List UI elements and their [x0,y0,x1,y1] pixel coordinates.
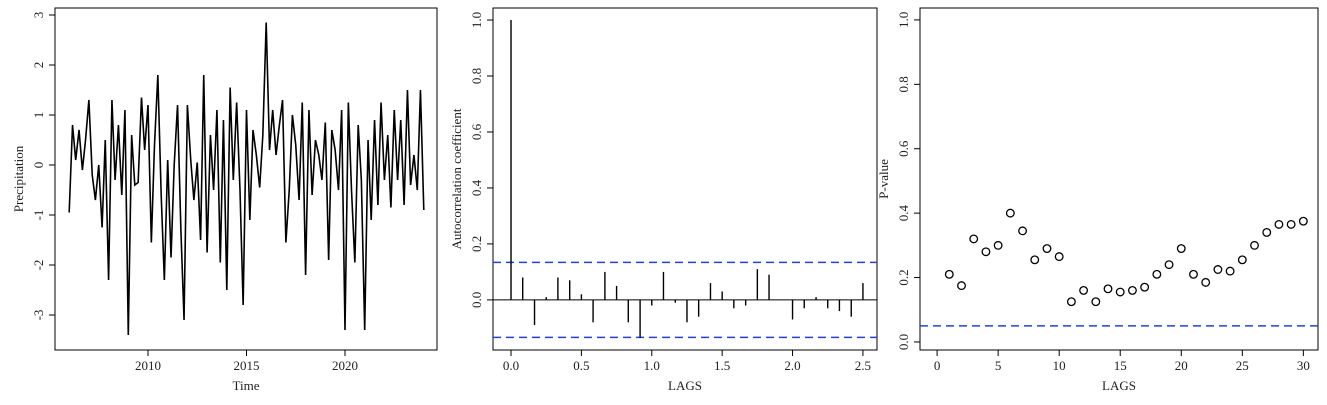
point [1262,228,1272,237]
y-tick-label: 0.8 [896,76,911,92]
x-tick-label: 2020 [332,358,358,373]
point [1237,255,1247,265]
point [1091,297,1101,307]
point [1030,255,1040,265]
y-tick-label: 0.8 [469,68,484,84]
point [1201,277,1211,287]
x-tick-label: 20 [1175,358,1188,373]
point [1298,216,1308,226]
y-tick-label: 0 [31,162,46,169]
y-tick-label: 1.0 [896,12,911,28]
y-tick-label: 0.4 [469,179,484,196]
point [1164,260,1174,270]
point [1225,266,1235,276]
point [1140,282,1150,292]
y-tick-label: 0.6 [469,123,484,140]
point [1250,240,1259,250]
point [1189,269,1198,279]
y-tick-label: -2 [31,260,46,271]
point [957,281,966,291]
x-tick-label: 5 [995,358,1002,373]
point [1042,244,1052,254]
x-tick-label: 2.0 [784,358,800,373]
point [969,234,979,244]
point [993,240,1003,250]
x-tick-label: 2015 [233,358,259,373]
point [981,247,991,257]
point [1176,244,1186,254]
series-line [68,22,425,336]
y-tick-label: 0.0 [469,292,484,308]
y-tick-label: 3 [31,12,46,19]
plot-frame [919,7,1319,351]
y-tick-label: 2 [31,62,46,69]
y-tick-label: 1.0 [469,12,484,28]
y-tick-label: 1 [31,112,46,119]
plot-frame [492,7,878,351]
x-tick-label: 2010 [135,358,161,373]
point [1152,269,1162,279]
y-tick-label: 0.2 [469,236,484,252]
point [944,269,954,279]
point [1066,297,1076,307]
x-axis-label: LAGS [668,378,702,393]
point [1103,284,1113,294]
x-tick-label: 0.5 [573,358,589,373]
y-tick-label: -1 [31,210,46,221]
point [1213,265,1223,274]
x-tick-label: 25 [1236,358,1249,373]
point [1079,285,1089,295]
y-tick-label: 0.6 [896,140,911,157]
y-axis-label: Precipitation [11,145,26,212]
x-axis-label: LAGS [1102,378,1136,393]
x-tick-label: 0.0 [503,358,519,373]
x-tick-label: 10 [1053,358,1066,373]
x-tick-label: 30 [1297,358,1310,373]
point [1054,252,1064,262]
y-tick-label: 0.4 [896,205,911,222]
x-tick-label: 1.0 [644,358,660,373]
y-axis-label: Autocorrelation coefficient [449,108,464,249]
y-axis-label: P-value [876,159,891,199]
x-axis-label: Time [233,378,260,393]
point [1127,285,1137,295]
point [1115,287,1125,297]
y-tick-label: 0.2 [896,269,911,285]
point [1286,219,1296,229]
x-tick-label: 0 [934,358,941,373]
x-tick-label: 1.5 [714,358,730,373]
y-tick-label: 0.0 [896,334,911,350]
point [1018,226,1028,236]
x-tick-label: 15 [1114,358,1127,373]
point [1005,208,1015,218]
y-tick-label: -3 [31,310,46,321]
point [1274,219,1284,229]
x-tick-label: 2.5 [855,358,871,373]
